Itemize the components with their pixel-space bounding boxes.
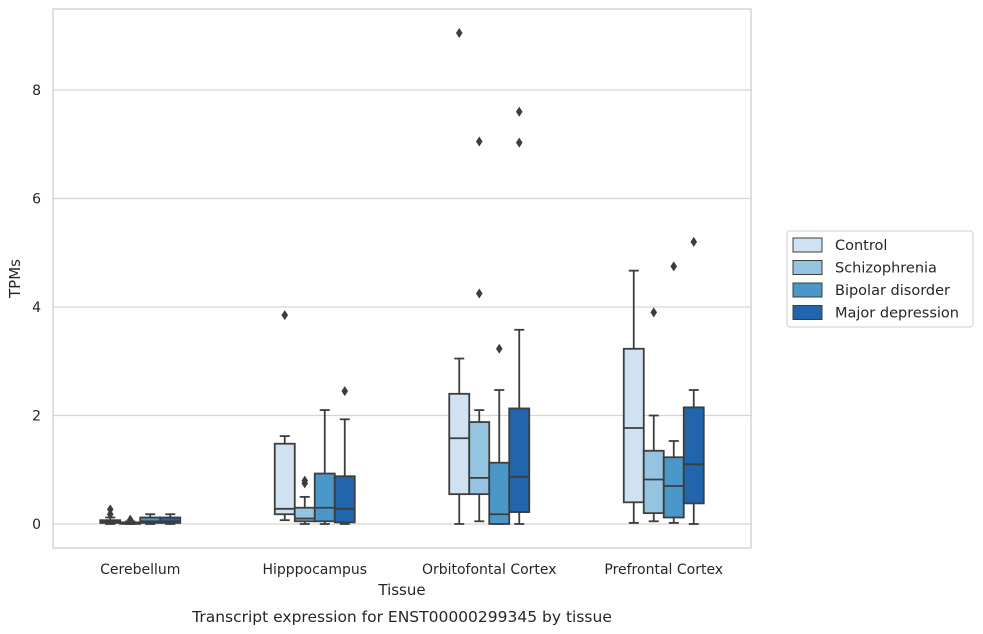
x-tick-label: Cerebellum <box>100 562 180 578</box>
box <box>662 456 685 519</box>
box <box>622 347 645 504</box>
box <box>313 472 336 523</box>
box <box>448 392 471 496</box>
outlier-point <box>650 307 658 318</box>
outlier-point <box>126 514 134 525</box>
box-group <box>662 261 685 524</box>
outlier-point <box>106 504 114 515</box>
outlier-point <box>495 343 503 354</box>
outlier-point <box>670 261 678 272</box>
box-group <box>333 386 356 525</box>
box-group <box>293 475 316 525</box>
legend-frame <box>786 230 974 328</box>
outlier-point <box>515 106 523 117</box>
box-group <box>488 343 511 525</box>
outlier-point <box>455 28 463 39</box>
box-group <box>139 513 162 525</box>
plot-area-frame <box>52 8 752 549</box>
y-tick-label: 8 <box>32 83 41 99</box>
outlier-point <box>281 310 289 321</box>
y-tick-label: 6 <box>32 192 41 208</box>
box-group <box>119 514 142 525</box>
box <box>508 407 531 513</box>
box <box>159 516 182 524</box>
box-series <box>99 28 705 525</box>
x-axis-ticks: Cerebellum Hipppocampus Orbitofontal Corte… <box>100 562 723 578</box>
legend-label: Major depression <box>835 306 959 322</box>
x-tick-label: Orbitofontal Cortex <box>422 562 557 578</box>
box-group <box>273 310 296 522</box>
box <box>682 406 705 505</box>
outlier-point <box>690 236 698 247</box>
outlier-point <box>475 136 483 147</box>
box-group <box>682 236 705 525</box>
y-axis-ticks: 0 2 4 6 8 <box>32 83 41 533</box>
box-group <box>468 136 491 523</box>
y-tick-label: 0 <box>32 517 41 533</box>
box <box>642 449 665 515</box>
box <box>273 442 296 516</box>
legend: Control Schizophrenia Bipolar disorder Majo… <box>786 230 974 328</box>
box-group <box>622 269 645 524</box>
legend-swatch <box>792 237 823 253</box>
y-tick-label: 2 <box>32 409 41 425</box>
outlier-point <box>475 288 483 299</box>
y-axis-label: TPMs <box>6 259 24 299</box>
legend-swatch <box>792 282 823 298</box>
outlier-point <box>515 137 523 148</box>
outlier-point <box>301 475 309 486</box>
legend-swatch <box>792 305 823 320</box>
outlier-point <box>341 386 349 397</box>
box <box>333 475 356 524</box>
x-tick-label: Prefrontal Cortex <box>604 562 723 578</box>
box-group <box>642 307 665 523</box>
box-group <box>313 409 336 525</box>
legend-label: Control <box>835 238 887 254</box>
x-axis-label: Tissue <box>377 581 425 599</box>
y-tick-label: 4 <box>32 300 41 316</box>
legend-label: Schizophrenia <box>835 261 937 277</box>
box-group <box>99 504 122 525</box>
x-tick-label: Hipppocampus <box>262 562 367 578</box>
chart-caption: Transcript expression for ENST0000029934… <box>191 608 612 626</box>
box <box>468 421 491 496</box>
legend-label: Bipolar disorder <box>835 283 950 299</box>
box-group <box>448 28 471 525</box>
box-group <box>508 106 531 525</box>
legend-swatch <box>792 260 823 275</box>
box-group <box>159 513 182 525</box>
